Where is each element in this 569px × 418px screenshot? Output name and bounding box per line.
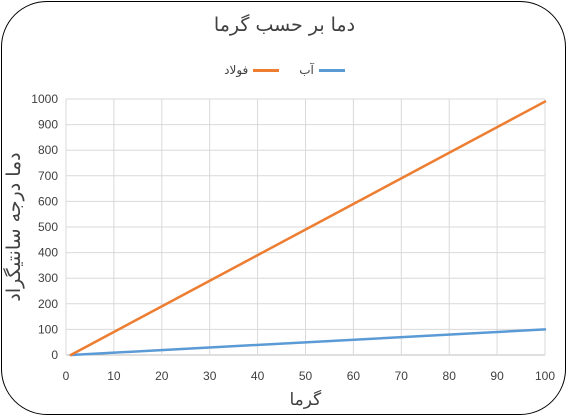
y-tick-label: 400 bbox=[38, 246, 58, 260]
legend-swatch-water bbox=[318, 68, 345, 72]
x-tick-label: 50 bbox=[299, 369, 313, 383]
series-lines bbox=[69, 100, 547, 357]
chart-title: دما بر حسب گرما bbox=[213, 14, 356, 36]
x-tick-label: 30 bbox=[203, 369, 217, 383]
x-tick-label: 20 bbox=[155, 369, 169, 383]
x-tick-label: 90 bbox=[490, 369, 504, 383]
x-tick-label: 40 bbox=[251, 369, 265, 383]
y-tick-label: 100 bbox=[38, 322, 58, 336]
gridlines bbox=[65, 98, 546, 356]
y-tick-label: 300 bbox=[38, 271, 58, 285]
x-tick-label: 100 bbox=[535, 369, 555, 383]
y-tick-label: 1000 bbox=[31, 92, 58, 106]
legend-label-water: آب bbox=[299, 63, 314, 77]
y-axis-label: دما درجه سانتیگراد bbox=[3, 152, 25, 302]
x-tick-label: 0 bbox=[63, 369, 70, 383]
y-tick-label: 700 bbox=[38, 169, 58, 183]
series-line-water bbox=[69, 328, 547, 357]
legend-swatch-steel bbox=[253, 68, 280, 72]
y-tick-label: 900 bbox=[38, 118, 58, 132]
series-line-steel bbox=[69, 100, 547, 357]
chart-legend: آب فولاد bbox=[0, 63, 569, 77]
x-tick-label: 70 bbox=[395, 369, 409, 383]
x-tick-label: 60 bbox=[347, 369, 361, 383]
y-tick-label: 200 bbox=[38, 297, 58, 311]
x-axis-label: گرما bbox=[289, 390, 322, 410]
tick-labels: 0 100 200 300 400 500 600 700 800 900 1000 0 10 20 30 4… bbox=[31, 92, 555, 383]
legend-label-steel: فولاد bbox=[224, 63, 249, 77]
legend-item-steel: فولاد bbox=[224, 63, 280, 77]
y-tick-label: 600 bbox=[38, 194, 58, 208]
y-tick-label: 0 bbox=[51, 348, 58, 362]
y-tick-label: 500 bbox=[38, 220, 58, 234]
x-tick-label: 10 bbox=[107, 369, 121, 383]
y-tick-label: 800 bbox=[38, 143, 58, 157]
legend-item-water: آب bbox=[299, 63, 345, 77]
x-tick-label: 80 bbox=[443, 369, 457, 383]
